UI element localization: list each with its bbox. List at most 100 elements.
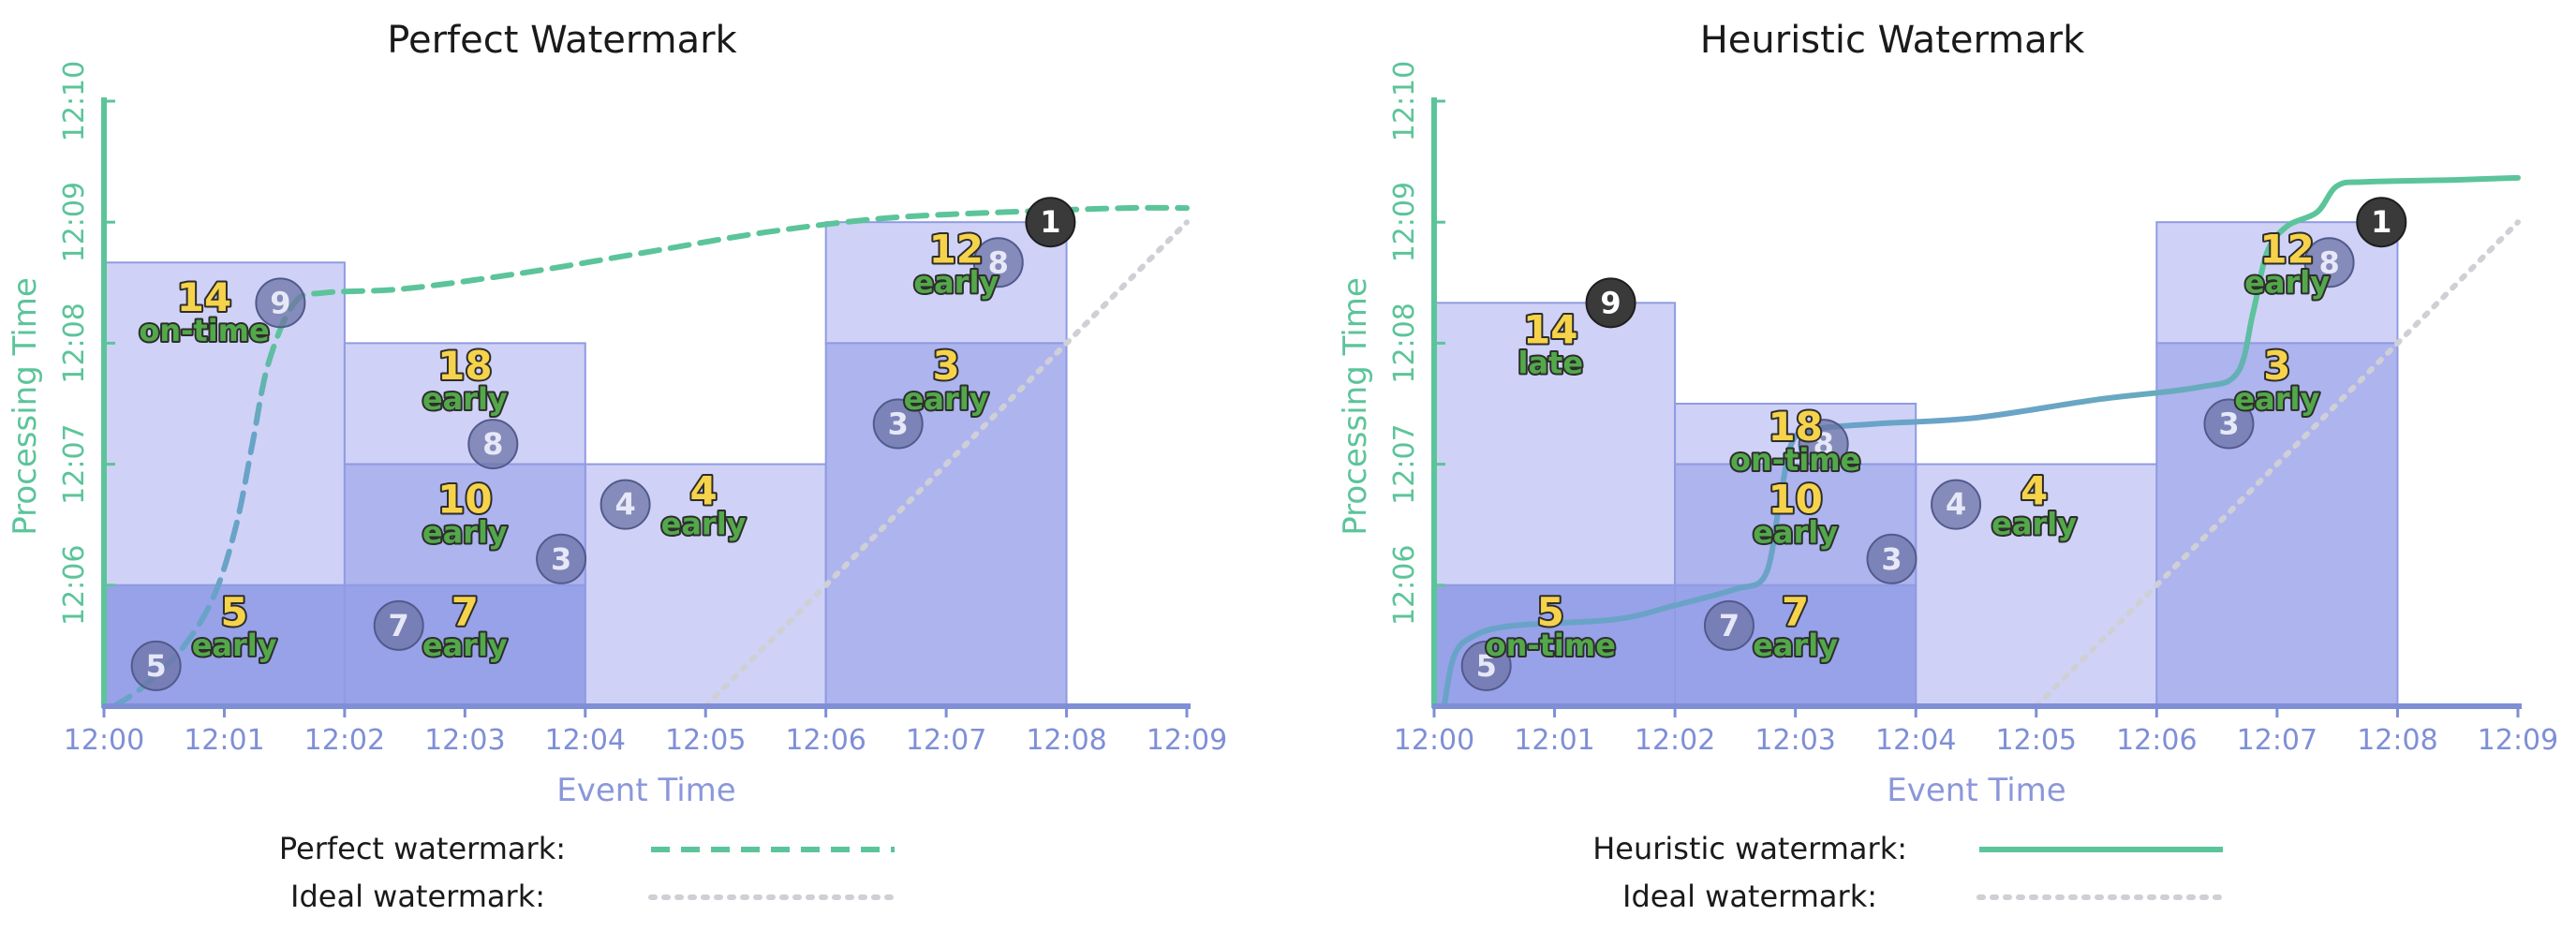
pane-result-status: on-time	[139, 313, 269, 348]
input-circle-shape	[1460, 640, 1512, 691]
pane-result-value: 14	[1523, 306, 1577, 352]
input-value: 7	[1719, 608, 1740, 643]
legend-label-ideal: Ideal watermark:	[1622, 879, 1877, 914]
y-axis-label: Processing Time	[1337, 277, 1374, 536]
input-circle-shape	[255, 277, 306, 329]
input-circle-shape	[1585, 277, 1636, 329]
x-tick-label: 12:01	[1514, 724, 1594, 757]
pane-1	[103, 261, 346, 586]
input-circle: 1	[2356, 197, 2407, 248]
input-circle: 4	[1931, 479, 1982, 530]
plot-area: 12:06 12:07 12:08 12:09 12:10 12:00 12:01 12:02…	[58, 61, 1227, 757]
input-circle: 3	[872, 398, 924, 450]
x-tick-label: 12:07	[2237, 724, 2317, 757]
x-tick-label: 12:00	[64, 724, 144, 757]
input-value: 9	[1600, 285, 1621, 320]
pane-result-value: 3	[932, 343, 959, 389]
input-circle: 7	[373, 599, 424, 651]
x-tick-label: 12:04	[1875, 724, 1956, 757]
legend-label-watermark: Heuristic watermark:	[1592, 831, 1907, 866]
ideal-watermark-line	[2033, 219, 2521, 709]
pane-result-status: early	[422, 628, 508, 663]
pane-result-status: early	[192, 628, 277, 663]
input-value: 1	[2371, 204, 2391, 240]
x-tick-label: 12:02	[304, 724, 385, 757]
input-value: 4	[614, 487, 635, 523]
input-circle: 3	[1866, 533, 1917, 584]
legend-label-ideal: Ideal watermark:	[290, 879, 545, 914]
x-tick-label: 12:03	[424, 724, 505, 757]
input-value: 8	[2318, 244, 2339, 280]
pane-result-value: 14	[177, 274, 231, 320]
pane-result-status: early	[422, 514, 508, 550]
y-tick-label: 12:07	[1388, 423, 1421, 504]
pane-6	[824, 342, 1068, 707]
input-circle-shape	[1798, 419, 1849, 470]
input-value: 1	[1040, 204, 1060, 240]
input-value: 8	[1814, 426, 1834, 462]
input-circle: 7	[1703, 599, 1754, 651]
input-circle-shape	[2356, 197, 2407, 248]
x-tick-label: 12:07	[906, 724, 986, 757]
input-value: 5	[1476, 648, 1497, 684]
x-tick-label: 12:05	[1996, 724, 2077, 757]
x-tick-label: 12:09	[1147, 724, 1227, 757]
pane-7	[2155, 221, 2399, 345]
input-circle-shape	[600, 479, 651, 530]
legend: Perfect watermark: Ideal watermark:	[279, 831, 897, 914]
legend: Heuristic watermark: Ideal watermark:	[1592, 831, 2226, 914]
input-circle-shape	[373, 599, 424, 651]
input-value: 7	[389, 608, 409, 643]
x-tick-label: 12:02	[1635, 724, 1715, 757]
pane-result-value: 7	[1782, 589, 1809, 635]
input-circle: 8	[467, 419, 519, 470]
y-tick-label: 12:08	[1388, 303, 1421, 383]
input-circle: 4	[600, 479, 651, 530]
pane-4	[343, 342, 586, 466]
input-circle: 8	[1798, 419, 1849, 470]
pane-6	[2155, 342, 2399, 707]
input-circle: 5	[1460, 640, 1512, 691]
x-axis-label: Event Time	[556, 772, 735, 809]
input-circle-shape	[872, 398, 924, 450]
pane-result-status: early	[1991, 507, 2077, 542]
pane-result-status: early	[913, 264, 999, 300]
y-tick-label: 12:06	[58, 545, 91, 626]
x-tick-label: 12:00	[1394, 724, 1474, 757]
input-value: 3	[888, 406, 909, 442]
x-tick-label: 12:09	[2478, 724, 2558, 757]
pane-result-value: 12	[2259, 226, 2314, 272]
x-tick-label: 12:08	[2357, 724, 2437, 757]
pane-result-status: early	[1753, 514, 1838, 550]
pane-result-status: early	[2244, 264, 2330, 300]
pane-result-value: 10	[437, 476, 492, 522]
y-axis-label: Processing Time	[7, 277, 44, 536]
pane-result-value: 18	[1768, 404, 1822, 450]
pane-result-status: on-time	[1486, 628, 1616, 663]
input-circle-shape	[130, 640, 182, 691]
pane-1	[1433, 302, 1677, 586]
x-tick-label: 12:06	[785, 724, 866, 757]
heuristic-watermark-line	[1441, 174, 2521, 709]
pane-result-value: 3	[2263, 343, 2290, 389]
y-tick-label: 12:09	[58, 182, 91, 262]
pane-result-status: early	[422, 381, 508, 417]
pane-result-status: early	[904, 381, 989, 417]
pane-result-value: 10	[1768, 476, 1822, 522]
input-value: 3	[1881, 541, 1902, 577]
plot-area: 12:06 12:07 12:08 12:09 12:10 12:00 12:01 12:02…	[1388, 61, 2558, 757]
y-tick-label: 12:07	[58, 423, 91, 504]
input-circle-shape	[1703, 599, 1754, 651]
x-tick-label: 12:03	[1754, 724, 1835, 757]
pane-7	[824, 221, 1068, 345]
input-value: 5	[146, 648, 167, 684]
